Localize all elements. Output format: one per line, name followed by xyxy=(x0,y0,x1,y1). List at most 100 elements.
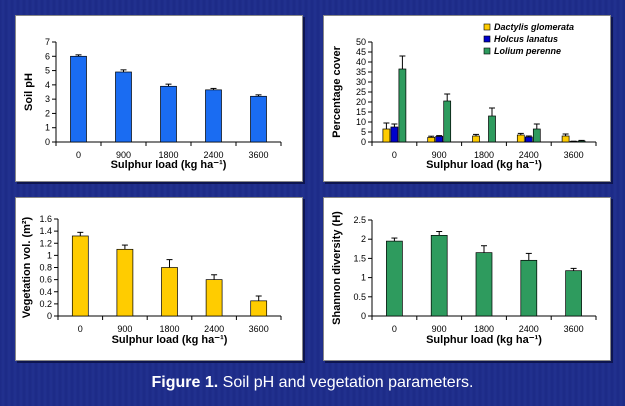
y-tick-label: 2 xyxy=(45,108,50,118)
bar xyxy=(532,128,541,143)
y-tick-label: 5 xyxy=(45,66,50,76)
x-tick-label: 0 xyxy=(76,150,81,160)
x-tick-label: 2400 xyxy=(519,324,539,334)
bar xyxy=(205,89,222,143)
y-tick-label: 1.6 xyxy=(39,214,52,224)
x-tick-label: 3600 xyxy=(564,324,584,334)
y-tick-label: 15 xyxy=(356,107,366,117)
bar xyxy=(386,240,403,317)
bar xyxy=(516,134,525,143)
y-tick-label: 25 xyxy=(356,87,366,97)
x-tick-label: 900 xyxy=(117,324,132,334)
bar xyxy=(520,259,538,317)
soil-ph-chart: 0 1 2 3 4 5 6 7 0 900 1800 2400 3600 Sulphur load (kg… xyxy=(23,37,282,171)
bar xyxy=(390,126,399,143)
y-tick-label: 1.2 xyxy=(39,238,52,248)
y-axis-title: Shannon diversity (H) xyxy=(331,211,343,325)
y-tick-label: 2 xyxy=(361,234,366,244)
x-tick-label: 900 xyxy=(432,324,447,334)
y-tick-label: 0.5 xyxy=(353,292,366,302)
y-tick-label: 45 xyxy=(356,47,366,57)
x-tick-label: 1800 xyxy=(159,324,179,334)
bar xyxy=(116,248,134,317)
y-tick-label: 1 xyxy=(361,273,366,283)
bar xyxy=(475,252,493,317)
x-tick-label: 3600 xyxy=(564,150,584,160)
bar xyxy=(382,128,391,143)
y-tick-label: 40 xyxy=(356,57,366,67)
x-tick-label: 900 xyxy=(432,150,447,160)
legend-label: Lolium perenne xyxy=(494,46,561,56)
x-axis-title: Sulphur load (kg ha⁻¹) xyxy=(112,334,228,346)
x-tick-label: 900 xyxy=(116,150,131,160)
shannon-diversity-chart-panel: 0 0.5 1 1.5 2 2.5 0 900 1800 2400 3600 Sulphur load… xyxy=(323,197,611,361)
bar xyxy=(561,135,570,143)
x-axis-title: Sulphur load (kg ha⁻¹) xyxy=(111,159,227,171)
bar xyxy=(398,68,407,143)
bar xyxy=(577,140,586,143)
y-tick-label: 4 xyxy=(45,80,50,90)
bar xyxy=(443,100,452,143)
figure-caption-label: Figure 1. xyxy=(151,374,219,391)
x-tick-label: 0 xyxy=(78,324,83,334)
bar xyxy=(161,267,178,317)
legend-label: Dactylis glomerata xyxy=(494,22,574,32)
y-tick-label: 0.8 xyxy=(39,263,52,273)
bar xyxy=(472,135,480,143)
y-tick-label: 7 xyxy=(45,37,50,47)
bar xyxy=(250,95,267,143)
x-tick-label: 2400 xyxy=(204,324,224,334)
percentage-cover-chart-panel: 0 5 10 15 20 25 30 35 40 45 50 0 900 1800 2400 3600 Sulp… xyxy=(323,15,611,182)
vegetation-volume-chart-panel: 0 0.2 0.4 0.6 0.8 1 1.2 1.4 1.6 0 900 1800 2400 3600 S… xyxy=(15,197,303,361)
x-axis-title: Sulphur load (kg ha⁻¹) xyxy=(426,334,542,346)
x-tick-label: 1800 xyxy=(474,150,494,160)
y-tick-label: 3 xyxy=(45,94,50,104)
y-tick-label: 0.2 xyxy=(39,299,52,309)
shannon-diversity-chart: 0 0.5 1 1.5 2 2.5 0 900 1800 2400 3600 Sulphur load… xyxy=(331,211,597,346)
y-tick-label: 10 xyxy=(356,117,366,127)
y-tick-label: 0 xyxy=(47,311,52,321)
x-tick-label: 0 xyxy=(392,324,397,334)
y-tick-label: 0 xyxy=(361,311,366,321)
vegetation-volume-chart: 0 0.2 0.4 0.6 0.8 1 1.2 1.4 1.6 0 900 1800 2400 3600 S… xyxy=(21,214,282,346)
figure-caption-text: Soil pH and vegetation parameters. xyxy=(218,374,474,391)
y-tick-label: 5 xyxy=(361,127,366,137)
y-tick-label: 1 xyxy=(47,250,52,260)
y-tick-label: 1 xyxy=(45,123,50,133)
y-axis-title: Soil pH xyxy=(23,73,35,111)
bar xyxy=(565,270,582,317)
y-tick-label: 0.6 xyxy=(39,275,52,285)
bar xyxy=(71,235,89,317)
bar xyxy=(430,235,448,317)
soil-ph-chart-panel: 0 1 2 3 4 5 6 7 0 900 1800 2400 3600 Sulphur load (kg… xyxy=(15,15,303,182)
legend-label: Holcus lanatus xyxy=(494,34,558,44)
y-tick-label: 35 xyxy=(356,67,366,77)
x-tick-label: 3600 xyxy=(249,324,269,334)
bar xyxy=(205,279,223,317)
legend-swatch xyxy=(483,23,491,31)
x-tick-label: 0 xyxy=(392,150,397,160)
bar xyxy=(488,115,496,143)
y-tick-label: 1.4 xyxy=(39,226,52,236)
y-tick-label: 6 xyxy=(45,51,50,61)
y-tick-label: 0 xyxy=(45,137,50,147)
y-axis-title: Vegetation vol. (m²) xyxy=(21,216,33,318)
bar xyxy=(115,71,132,143)
bar xyxy=(70,55,87,143)
bar xyxy=(524,136,533,143)
y-tick-label: 2.5 xyxy=(353,215,366,225)
x-tick-label: 1800 xyxy=(158,150,178,160)
bar xyxy=(160,85,177,143)
figure-caption: Figure 1. Soil pH and vegetation paramet… xyxy=(0,374,625,392)
y-tick-label: 0.4 xyxy=(39,287,52,297)
x-axis-title: Sulphur load (kg ha⁻¹) xyxy=(426,159,542,171)
x-tick-label: 2400 xyxy=(519,150,539,160)
y-tick-label: 50 xyxy=(356,37,366,47)
x-tick-label: 1800 xyxy=(474,324,494,334)
x-tick-label: 3600 xyxy=(248,150,268,160)
bar xyxy=(427,137,436,143)
y-tick-label: 0 xyxy=(361,137,366,147)
x-tick-label: 2400 xyxy=(203,150,223,160)
legend-swatch xyxy=(483,47,491,55)
